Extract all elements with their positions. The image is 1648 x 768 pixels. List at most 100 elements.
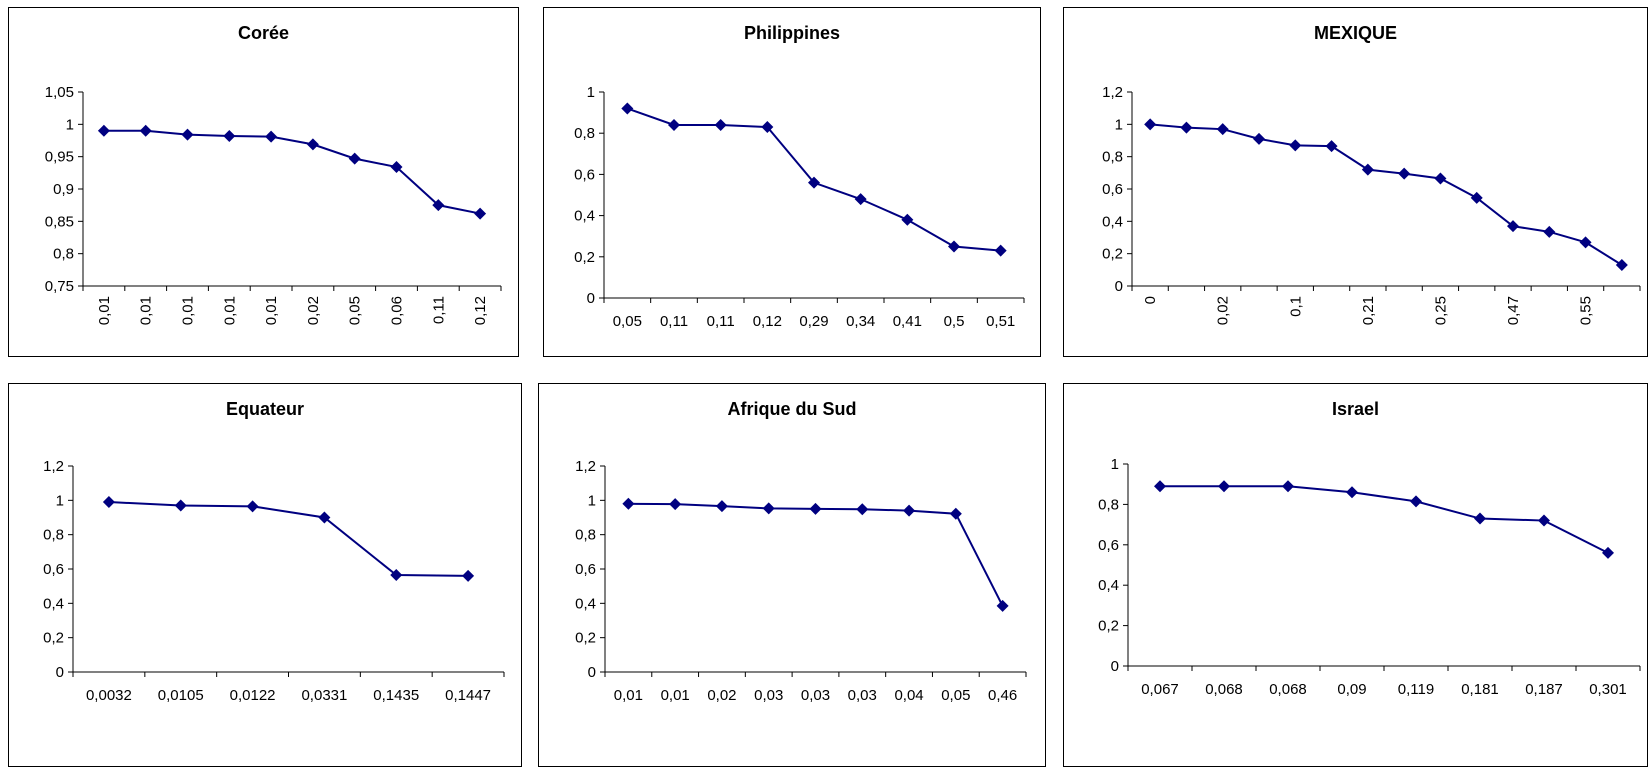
data-point bbox=[139, 124, 152, 137]
data-point bbox=[1154, 480, 1166, 493]
x-tick-label: 0,02 bbox=[1215, 296, 1232, 325]
y-tick-label: 0,4 bbox=[43, 595, 64, 612]
data-point bbox=[901, 213, 914, 226]
x-tick-label: 0,12 bbox=[472, 296, 489, 325]
x-tick-label: 0,12 bbox=[753, 313, 782, 330]
data-point bbox=[762, 502, 775, 515]
y-tick-label: 0,6 bbox=[575, 561, 596, 578]
chart-svg: 0 0,2 0,4 0,6 0,8 1 1,2 0 0,02 0,1 0,21 0,25 0,47 0,5… bbox=[1102, 84, 1641, 325]
data-point bbox=[1218, 480, 1230, 493]
x-tick-label: 0,11 bbox=[430, 296, 447, 324]
y-tick-label: 0,6 bbox=[43, 561, 64, 578]
chart-panel-israel: 0 0,2 0,4 0,6 0,8 1 0,067 0,068 0,068 0,09 0,119 0,… bbox=[1063, 383, 1648, 767]
data-point bbox=[621, 102, 634, 115]
y-tick-label: 0,2 bbox=[1102, 246, 1123, 263]
y-tick-label: 1,05 bbox=[45, 84, 74, 101]
x-tick-label: 0 bbox=[1142, 296, 1159, 304]
y-tick-label: 1 bbox=[1115, 116, 1123, 133]
y-tick-label: 0 bbox=[1111, 658, 1119, 675]
y-tick-label: 1,2 bbox=[575, 458, 596, 475]
data-point bbox=[948, 240, 960, 253]
data-point bbox=[462, 569, 475, 582]
chart-title: Afrique du Sud bbox=[727, 399, 857, 419]
x-tick-label: 0,0331 bbox=[301, 687, 347, 704]
y-tick-label: 0,8 bbox=[574, 125, 595, 142]
data-point bbox=[97, 124, 110, 137]
x-tick-label: 0,068 bbox=[1205, 681, 1243, 698]
data-point bbox=[1144, 118, 1157, 131]
y-tick-label: 0,8 bbox=[53, 246, 74, 263]
x-tick-label: 0,181 bbox=[1461, 681, 1499, 698]
data-point bbox=[1361, 163, 1374, 176]
chart-panel-coree: 0,75 0,8 0,85 0,9 0,95 1 1,05 0,01 0,01 0,01 0,01 0… bbox=[8, 7, 519, 357]
data-point bbox=[306, 138, 319, 151]
data-point bbox=[1398, 167, 1411, 180]
x-tick-label: 0,1447 bbox=[445, 687, 491, 704]
data-point bbox=[1470, 191, 1483, 204]
data-point bbox=[996, 599, 1009, 612]
data-point bbox=[390, 569, 403, 582]
x-tick-label: 0,34 bbox=[846, 313, 875, 330]
data-point bbox=[668, 118, 680, 131]
data-point bbox=[1579, 236, 1592, 249]
y-tick-label: 0,4 bbox=[1102, 213, 1123, 230]
y-tick-label: 0,4 bbox=[574, 208, 595, 225]
y-tick-label: 1 bbox=[66, 116, 74, 133]
x-tick-label: 0,11 bbox=[707, 313, 735, 330]
y-tick-label: 0,4 bbox=[1098, 577, 1119, 594]
chart-title: Israel bbox=[1331, 399, 1380, 419]
series-line bbox=[628, 502, 1004, 607]
x-tick-label: 0,01 bbox=[96, 296, 113, 325]
data-point bbox=[1615, 258, 1628, 271]
chart-title: Philippines bbox=[743, 23, 840, 43]
series-line bbox=[103, 129, 481, 215]
data-point bbox=[390, 161, 403, 174]
x-tick-label: 0,067 bbox=[1141, 681, 1179, 698]
x-tick-label: 0,03 bbox=[754, 687, 783, 704]
x-tick-label: 0,05 bbox=[941, 687, 970, 704]
y-tick-label: 1 bbox=[588, 492, 596, 509]
data-point bbox=[1289, 139, 1302, 152]
data-point bbox=[174, 499, 187, 512]
data-point bbox=[856, 503, 869, 516]
chart-svg: 0 0,2 0,4 0,6 0,8 1 0,05 0,11 0,11 0,12 0,29 0,34 0,… bbox=[574, 84, 1025, 330]
x-tick-label: 0,5 bbox=[944, 313, 965, 330]
x-tick-label: 0,02 bbox=[305, 296, 322, 325]
x-tick-label: 0,01 bbox=[138, 296, 155, 325]
data-point bbox=[761, 121, 774, 134]
y-tick-label: 0,6 bbox=[1102, 181, 1123, 198]
chart-title: Corée bbox=[237, 23, 290, 43]
data-point bbox=[1253, 132, 1265, 145]
y-tick-label: 0,6 bbox=[574, 166, 595, 183]
x-tick-label: 0,0122 bbox=[230, 687, 276, 704]
data-point bbox=[1474, 512, 1486, 525]
data-point bbox=[714, 118, 727, 131]
y-tick-label: 0 bbox=[588, 664, 596, 681]
x-tick-label: 0,01 bbox=[263, 296, 280, 325]
data-point bbox=[1602, 546, 1614, 559]
y-tick-label: 1 bbox=[56, 492, 64, 509]
x-tick-label: 0,01 bbox=[661, 687, 690, 704]
y-tick-label: 0,75 bbox=[45, 278, 74, 295]
data-point bbox=[903, 504, 916, 517]
data-point bbox=[994, 244, 1007, 257]
data-point bbox=[622, 497, 635, 510]
x-tick-label: 0,0032 bbox=[86, 687, 132, 704]
data-point bbox=[715, 500, 728, 513]
data-point bbox=[474, 207, 487, 220]
x-tick-label: 0,06 bbox=[389, 296, 406, 325]
data-point bbox=[1325, 140, 1338, 153]
chart-svg: 0 0,2 0,4 0,6 0,8 1 1,2 0,0032 0,0105 0,0122 0,033… bbox=[43, 458, 505, 704]
y-tick-label: 0,2 bbox=[575, 630, 596, 647]
x-tick-label: 0,01 bbox=[221, 296, 238, 325]
series-line bbox=[1160, 485, 1609, 554]
x-tick-label: 0,41 bbox=[893, 313, 922, 330]
data-point bbox=[1434, 172, 1447, 185]
x-tick-label: 0,21 bbox=[1360, 296, 1377, 325]
data-point bbox=[181, 128, 194, 141]
x-tick-label: 0,46 bbox=[988, 687, 1017, 704]
y-tick-label: 0,85 bbox=[45, 213, 74, 230]
chart-svg: 0,75 0,8 0,85 0,9 0,95 1 1,05 0,01 0,01 0,01 0,01 0… bbox=[45, 84, 502, 325]
data-point bbox=[1282, 480, 1294, 493]
x-tick-label: 0,301 bbox=[1589, 681, 1627, 698]
